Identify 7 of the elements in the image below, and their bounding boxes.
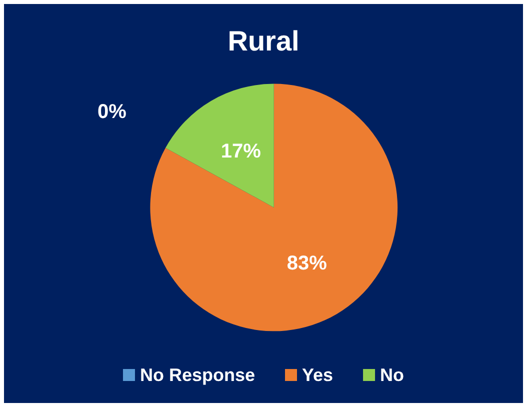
legend-label: No Response [140, 365, 256, 385]
data-label: 83% [286, 252, 328, 274]
legend-label: No [380, 365, 404, 385]
chart-title: Rural [228, 26, 300, 56]
data-label: 17% [220, 140, 262, 163]
text: 0% [98, 101, 126, 123]
legend-label: Yes [302, 365, 334, 385]
